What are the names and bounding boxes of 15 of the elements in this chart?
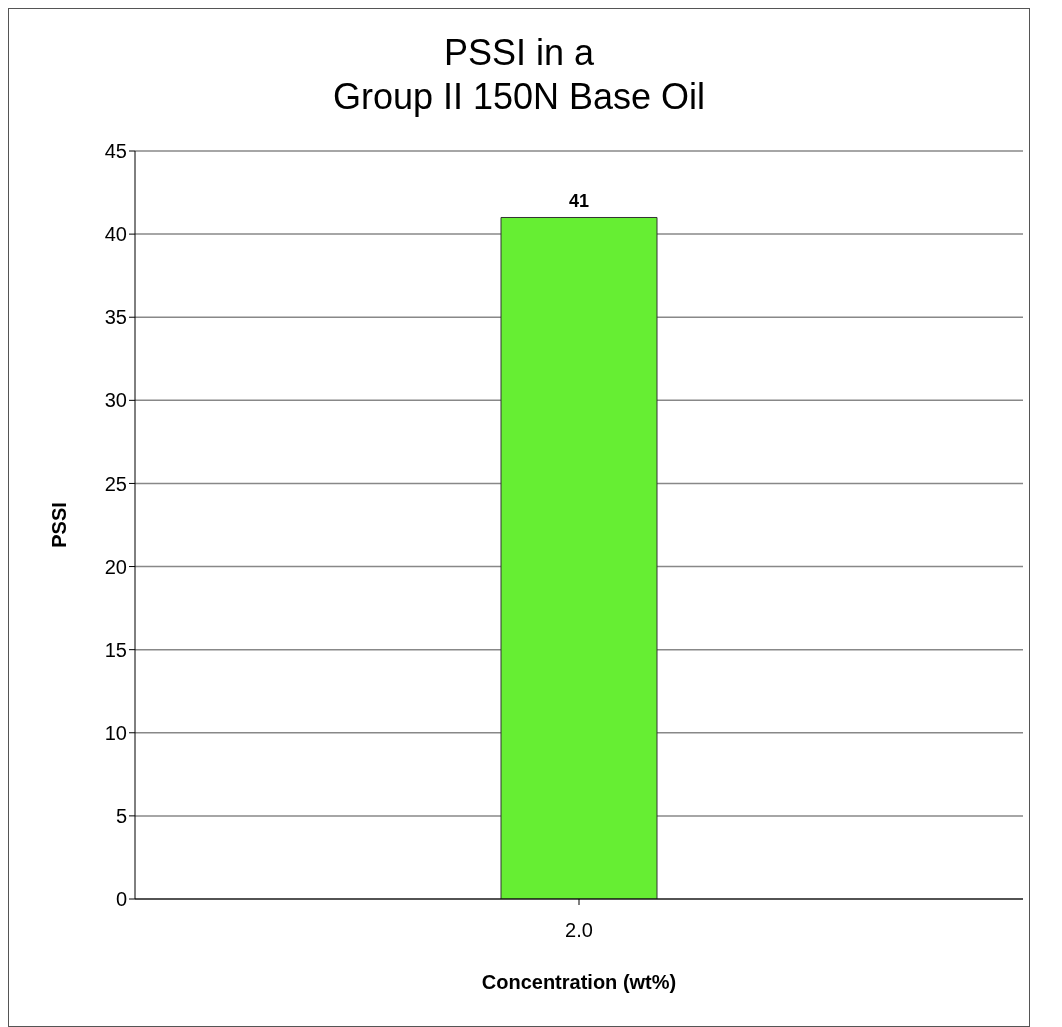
x-tick-label: 2.0	[565, 919, 593, 942]
y-tick-label: 25	[104, 472, 127, 495]
y-tick-label: 45	[104, 140, 127, 163]
data-label: 41	[568, 191, 590, 212]
y-tick-label: 35	[104, 306, 127, 329]
y-tick-label: 15	[104, 638, 127, 661]
y-tick-label: 20	[104, 555, 127, 578]
x-axis-title: Concentration (wt%)	[481, 971, 677, 993]
y-tick-label: 0	[115, 888, 127, 911]
chart-title: PSSI in a Group II 150N Base Oil	[331, 31, 707, 119]
y-tick-label: 40	[104, 223, 127, 246]
y-tick-label: 5	[115, 804, 127, 827]
y-tick-label: 30	[104, 389, 127, 412]
y-tick-label: 10	[104, 721, 127, 744]
y-axis-title: PSSI	[48, 502, 71, 548]
